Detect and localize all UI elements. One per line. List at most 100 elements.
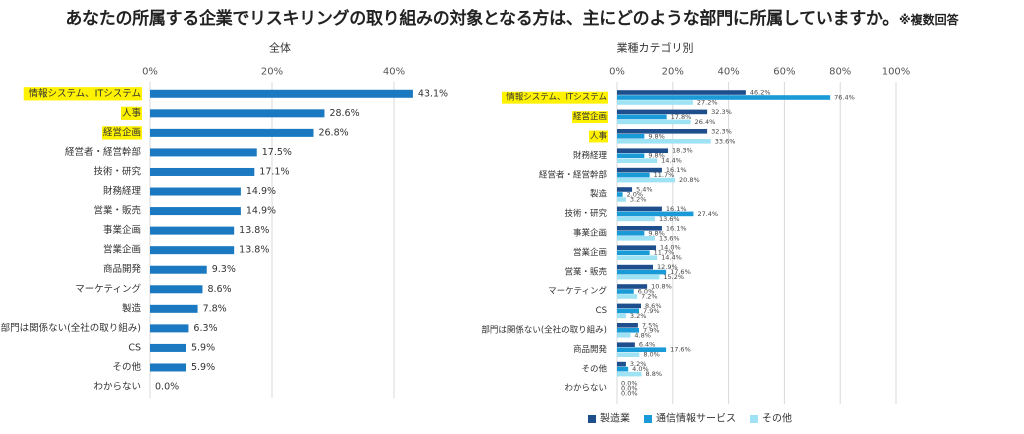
data-label: 11.7%: [654, 249, 675, 257]
category-label: 部門は関係ない(全社の取り組み): [481, 325, 607, 336]
category-label: 財務経理: [573, 150, 608, 161]
category-label: 技術・研究: [564, 208, 607, 219]
bar: [150, 226, 235, 235]
category-label: マーケティング: [75, 283, 141, 295]
bar-mfg: [617, 109, 708, 115]
category-label: 商品開発: [103, 263, 142, 275]
bar-other: [617, 119, 691, 125]
data-label: 13.6%: [659, 215, 680, 223]
multiple-answer-note: ※複数回答: [898, 13, 959, 27]
bar: [150, 324, 189, 333]
data-label: 7.8%: [203, 303, 227, 314]
bar-other: [617, 333, 631, 338]
data-label: 14.4%: [661, 157, 682, 165]
legend-swatch: [750, 415, 758, 423]
chart-title: 全体: [269, 41, 291, 55]
category-label: 部門は関係ない(全社の取り組み): [1, 322, 141, 334]
data-label: 11.7%: [654, 171, 675, 179]
data-label: 17.5%: [262, 147, 292, 158]
data-label: 17.1%: [259, 166, 289, 177]
legend-label: 通信情報サービス: [656, 412, 736, 425]
data-label: 5.4%: [636, 186, 653, 194]
bar-other: [617, 216, 655, 222]
bar: [150, 343, 186, 352]
bar-mfg: [617, 226, 662, 231]
tick-label: 20%: [662, 67, 684, 78]
data-label: 0.0%: [621, 385, 638, 393]
tick-label: 0%: [142, 67, 158, 78]
category-label: 財務経理: [103, 185, 142, 197]
data-label: 12.9%: [657, 263, 678, 271]
category-label: 営業企画: [103, 244, 141, 256]
bar-other: [617, 139, 711, 144]
category-label: 技術・研究: [93, 165, 141, 177]
data-label: 14.4%: [661, 254, 682, 262]
legend-label: その他: [762, 412, 792, 425]
bar: [150, 265, 207, 274]
bar-it: [617, 269, 667, 275]
data-label: 9.3%: [212, 264, 236, 275]
category-label: 経営者・経営幹部: [65, 146, 141, 158]
bar-mfg: [617, 342, 635, 347]
data-label: 5.9%: [191, 342, 215, 353]
data-label: 7.2%: [641, 293, 658, 301]
bar: [150, 207, 241, 216]
data-label: 46.2%: [750, 89, 771, 97]
bar-mfg: [617, 167, 662, 173]
bar-other: [617, 352, 640, 357]
bar: [150, 285, 203, 294]
data-label: 8.6%: [645, 302, 662, 310]
data-label: 10.8%: [651, 283, 672, 291]
data-label: 17.8%: [671, 113, 692, 121]
bar-other: [617, 197, 626, 202]
data-label: 17.6%: [670, 346, 691, 354]
category-label: 情報システム、ITシステム: [506, 92, 607, 103]
bar-mfg: [617, 303, 641, 309]
data-label: 14.9%: [246, 186, 276, 197]
category-label: 事業企画: [103, 224, 141, 236]
category-label: 事業企画: [573, 228, 607, 239]
data-label: 76.4%: [834, 94, 855, 102]
data-label: 4.0%: [632, 365, 649, 373]
data-label: 33.6%: [715, 137, 736, 145]
category-label: 商品開発: [573, 344, 608, 355]
data-label: 4.8%: [634, 331, 651, 339]
data-label: 13.8%: [239, 245, 269, 256]
category-label: 営業企画: [573, 247, 607, 258]
bar: [150, 167, 255, 176]
data-label: 9.8%: [648, 229, 665, 237]
data-label: 0.0%: [621, 380, 638, 388]
bar: [150, 246, 235, 255]
data-label: 17.6%: [670, 268, 691, 276]
bar-mfg: [617, 90, 746, 95]
bar-other: [617, 255, 658, 260]
category-label: 製造: [590, 189, 608, 200]
bar-other: [617, 313, 626, 319]
category-label: 営業・販売: [564, 266, 607, 277]
bar-it: [617, 308, 640, 314]
category-label: 経営者・経営幹部: [539, 169, 608, 180]
data-label: 13.8%: [239, 225, 269, 236]
page-title: あなたの所属する企業でリスキリングの取り組みの対象となる方は、主にどのような部門…: [0, 4, 1024, 29]
category-label: その他: [581, 363, 607, 374]
data-label: 26.8%: [318, 127, 348, 138]
data-label: 7.9%: [643, 326, 660, 334]
data-label: 15.2%: [663, 273, 684, 281]
bar-it: [617, 231, 645, 236]
data-label: 6.0%: [638, 288, 655, 296]
bar: [150, 128, 314, 137]
data-label: 16.1%: [666, 166, 687, 174]
bar-mfg: [617, 245, 657, 250]
data-label: 32.3%: [711, 108, 732, 116]
bar-other: [617, 236, 655, 241]
tick-label: 100%: [882, 67, 911, 78]
data-label: 27.2%: [697, 99, 718, 107]
data-label: 9.8%: [648, 132, 665, 140]
category-label: 経営企画: [103, 126, 141, 138]
data-label: 0.0%: [155, 382, 179, 393]
bar-it: [617, 328, 640, 333]
data-label: 9.8%: [648, 152, 665, 160]
bar: [150, 187, 241, 196]
bar-it: [617, 134, 645, 139]
